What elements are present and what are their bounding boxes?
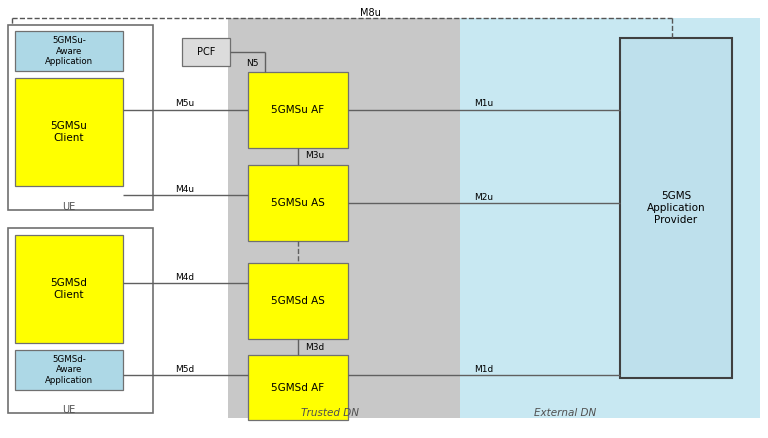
Text: 5GMSu
Client: 5GMSu Client (51, 121, 88, 143)
Bar (15, 350, 123, 390)
Text: M8u: M8u (359, 8, 380, 18)
Text: 5GMSu AS: 5GMSu AS (271, 198, 325, 208)
Text: 5GMSd AF: 5GMSd AF (271, 383, 325, 393)
Text: M2u: M2u (475, 192, 494, 201)
Bar (248, 263, 348, 339)
Text: M5u: M5u (175, 99, 194, 109)
Text: 5GMSu AF: 5GMSu AF (271, 105, 325, 115)
Text: M3u: M3u (306, 152, 325, 160)
Bar (248, 355, 348, 420)
Bar (248, 72, 348, 148)
Text: Trusted DN: Trusted DN (301, 408, 359, 418)
Bar (8, 228, 153, 413)
Text: 5GMSd-
Aware
Application: 5GMSd- Aware Application (45, 355, 93, 385)
Bar (228, 18, 460, 418)
Text: M1u: M1u (475, 99, 494, 109)
Text: N5: N5 (246, 59, 258, 67)
Text: M4u: M4u (175, 184, 194, 194)
Bar (620, 38, 732, 378)
Text: 5GMS
Application
Provider: 5GMS Application Provider (647, 191, 705, 225)
Bar (8, 25, 153, 210)
Text: UE: UE (62, 405, 75, 415)
Bar (182, 38, 230, 66)
Text: UE: UE (62, 202, 75, 212)
Text: 5GMSu-
Aware
Application: 5GMSu- Aware Application (45, 36, 93, 66)
Text: M4d: M4d (175, 272, 194, 282)
Text: 5GMSd AS: 5GMSd AS (271, 296, 325, 306)
Text: M3d: M3d (306, 343, 325, 352)
Text: M5d: M5d (175, 364, 194, 374)
Text: PCF: PCF (197, 47, 215, 57)
Text: External DN: External DN (534, 408, 596, 418)
Bar (15, 78, 123, 186)
Bar (15, 235, 123, 343)
Bar (248, 165, 348, 241)
Text: 5GMSd
Client: 5GMSd Client (51, 278, 88, 300)
Bar (460, 18, 760, 418)
Text: M1d: M1d (475, 364, 494, 374)
Bar (15, 31, 123, 71)
